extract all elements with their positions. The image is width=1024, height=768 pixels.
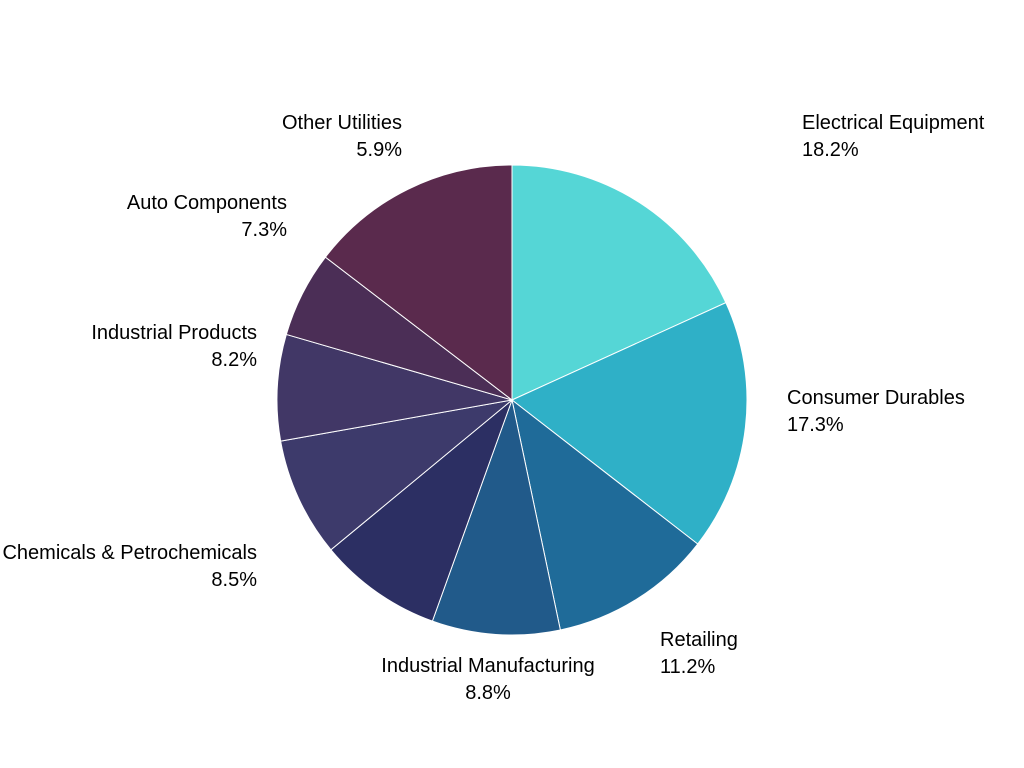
pie-label: Industrial Products8.2% bbox=[91, 320, 257, 374]
pie-label-name: Auto Components bbox=[127, 190, 287, 217]
pie-chart: Electrical Equipment18.2% Consumer Durabl… bbox=[0, 0, 1024, 768]
pie-label-percent: 7.3% bbox=[127, 217, 287, 244]
pie-label: Chemicals & Petrochemicals8.5% bbox=[2, 540, 257, 594]
pie-label-name: Industrial Products bbox=[91, 320, 257, 347]
pie-label-name: Consumer Durables bbox=[787, 385, 965, 412]
pie-label-name: Retailing bbox=[660, 627, 738, 654]
pie-label-percent: 8.8% bbox=[381, 680, 594, 707]
pie-label-name: Electrical Equipment bbox=[802, 110, 984, 137]
pie-label: Consumer Durables17.3% bbox=[787, 385, 965, 439]
pie-label-percent: 18.2% bbox=[802, 137, 984, 164]
pie-label-name: Chemicals & Petrochemicals bbox=[2, 540, 257, 567]
pie-label-percent: 5.9% bbox=[282, 137, 402, 164]
pie-label-percent: 11.2% bbox=[660, 654, 738, 681]
pie-label-percent: 17.3% bbox=[787, 412, 965, 439]
pie-label: Industrial Manufacturing8.8% bbox=[381, 653, 594, 707]
pie-label-percent: 8.2% bbox=[91, 347, 257, 374]
pie-label-name: Industrial Manufacturing bbox=[381, 653, 594, 680]
pie-label: Auto Components7.3% bbox=[127, 190, 287, 244]
pie-label: Retailing11.2% bbox=[660, 627, 738, 681]
pie-label: Other Utilities5.9% bbox=[282, 110, 402, 164]
pie-label: Electrical Equipment18.2% bbox=[802, 110, 984, 164]
pie-label-name: Other Utilities bbox=[282, 110, 402, 137]
pie-label-percent: 8.5% bbox=[2, 567, 257, 594]
